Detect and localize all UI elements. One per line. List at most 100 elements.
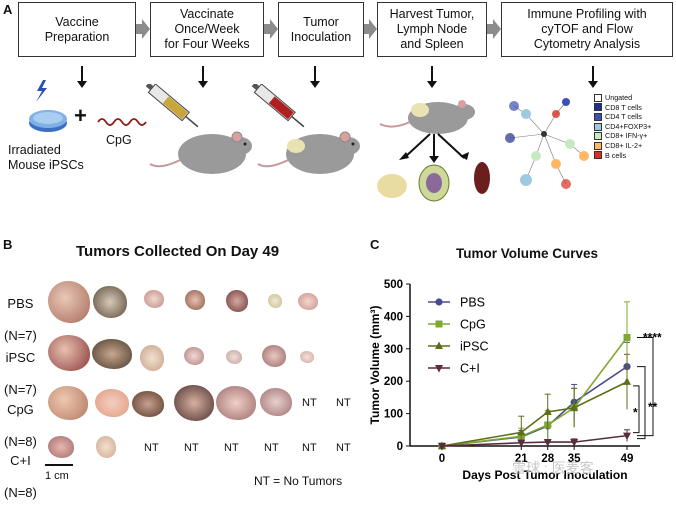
tumor-image [260, 388, 292, 416]
legend-swatch [594, 93, 602, 102]
chart-legend-label: C+I [460, 362, 480, 376]
step-vaccinate: Vaccinate Once/Week for Four Weeks [150, 2, 264, 57]
group-name: C+I [10, 453, 31, 468]
chart-legend-marker [435, 320, 443, 328]
legend-item: B cells [594, 151, 651, 161]
flow-arrow-4 [487, 19, 501, 39]
no-tumor-label: NT [144, 442, 159, 454]
chart-legend-label: CpG [460, 318, 486, 332]
group-label-ci: C+I (N=8) [4, 437, 37, 517]
x-tick-label: 0 [439, 453, 445, 465]
data-point [623, 377, 631, 385]
tumor-image [226, 350, 242, 364]
flow-arrow-2 [264, 19, 278, 39]
legend-swatch [594, 103, 602, 112]
tsne-cluster-plot [505, 98, 589, 189]
plus-sign: + [74, 103, 87, 128]
tumor-volume-chart: 0 100 200 300 400 500 0 21 28 35 49 Days Post Tumor… [368, 279, 662, 482]
x-tick-label: 49 [621, 453, 634, 465]
y-tick-label: 400 [384, 311, 403, 323]
legend-item: CD8 T cells [594, 103, 651, 113]
data-point [517, 427, 526, 436]
step-vaccine-preparation: Vaccine Preparation [18, 2, 136, 57]
legend-label: CD8 T cells [605, 102, 642, 112]
legend-item: CD8+ IL-2+ [594, 141, 651, 151]
panel-c-letter: C [370, 237, 380, 252]
data-point [570, 403, 579, 411]
legend-label: Ungated [605, 93, 633, 102]
no-tumor-label: NT [224, 442, 239, 454]
sig-bracket-pbs [637, 366, 646, 440]
legend-swatch [594, 141, 602, 150]
workflow-arrows [136, 19, 501, 39]
tumor-image [48, 386, 88, 420]
sig-bracket-ipsc [633, 385, 640, 434]
y-axis-label: Tumor Volume (mm³) [368, 306, 382, 425]
step-immune-profiling: Immune Profiling with cyTOF and Flow Cyt… [501, 2, 673, 57]
legend-swatch [594, 132, 602, 141]
group-name: iPSC [5, 350, 36, 365]
cpg-label: CpG [106, 133, 132, 147]
mouse-syringe-red-icon [251, 84, 360, 174]
tumor-image [93, 286, 127, 318]
tumor-image [226, 290, 248, 312]
group-name: PBS [7, 296, 34, 311]
no-tumor-label: NT [302, 442, 317, 454]
tumor-image [92, 339, 132, 369]
group-n: (N=7) [4, 382, 37, 397]
cpg-strand-icon [97, 118, 147, 126]
data-point [623, 432, 631, 441]
legend-item: CD4 T cells [594, 112, 651, 122]
nt-footnote: NT = No Tumors [254, 474, 343, 488]
panel-a-letter: A [3, 2, 13, 17]
flow-arrow-1 [136, 19, 150, 39]
y-tick-label: 300 [384, 344, 403, 356]
legend-item: CD4+FOXP3+ [594, 122, 651, 132]
tumor-image [132, 391, 164, 417]
chart-legend-label: iPSC [460, 340, 488, 354]
no-tumor-label: NT [302, 397, 317, 409]
group-name: CpG [7, 402, 34, 417]
tumor-image [216, 386, 256, 420]
sig-label: **** [643, 330, 662, 344]
tumor-image [95, 389, 129, 417]
petri-dish-icon [29, 80, 67, 132]
step-harvest: Harvest Tumor, Lymph Node and Spleen [377, 2, 487, 57]
chart-legend-label: PBS [460, 296, 485, 310]
legend-swatch [594, 151, 602, 160]
cell-type-legend: Ungated CD8 T cells CD4 T cells CD4+FOXP3+ C… [594, 93, 651, 160]
legend-swatch [594, 122, 602, 131]
harvest-mouse-icon [377, 100, 490, 202]
legend-label: B cells [605, 150, 627, 160]
y-tick-label: 0 [397, 441, 403, 453]
panel-b-title: Tumors Collected On Day 49 [76, 243, 280, 260]
step-tumor-inoculation: Tumor Inoculation [278, 2, 364, 57]
legend-label: CD4 T cells [605, 112, 642, 122]
tumor-image [184, 347, 204, 365]
legend-item: Ungated [594, 93, 651, 103]
series-line-cpg [441, 336, 628, 447]
group-label-ipsc: iPSC (N=7) [4, 334, 37, 414]
tumor-image [96, 436, 116, 458]
group-label-cpg: CpG (N=8) [4, 386, 37, 466]
data-point [570, 439, 579, 447]
x-tick-label: 21 [515, 453, 528, 465]
legend-label: CD8+ IL-2+ [605, 140, 643, 150]
legend-label: CD8+ IFN-γ+ [605, 131, 648, 141]
data-point [543, 407, 552, 415]
tumor-image [174, 385, 214, 421]
down-arrow-3 [310, 66, 320, 88]
mouse-syringe-yellow-icon [145, 84, 252, 174]
no-tumor-label: NT [336, 442, 351, 454]
group-label-pbs: PBS (N=7) [4, 280, 37, 360]
tumor-image [300, 351, 314, 363]
chart-legend-marker [435, 341, 443, 349]
lightning-icon [36, 80, 47, 102]
watermark: 雪球 : 医麦客 [512, 460, 594, 476]
sig-label: * [633, 406, 638, 420]
data-point [623, 333, 631, 341]
y-tick-label: 500 [384, 279, 403, 291]
tumor-image [48, 335, 90, 371]
tumor-image [140, 345, 164, 371]
tumor-image [185, 290, 205, 310]
